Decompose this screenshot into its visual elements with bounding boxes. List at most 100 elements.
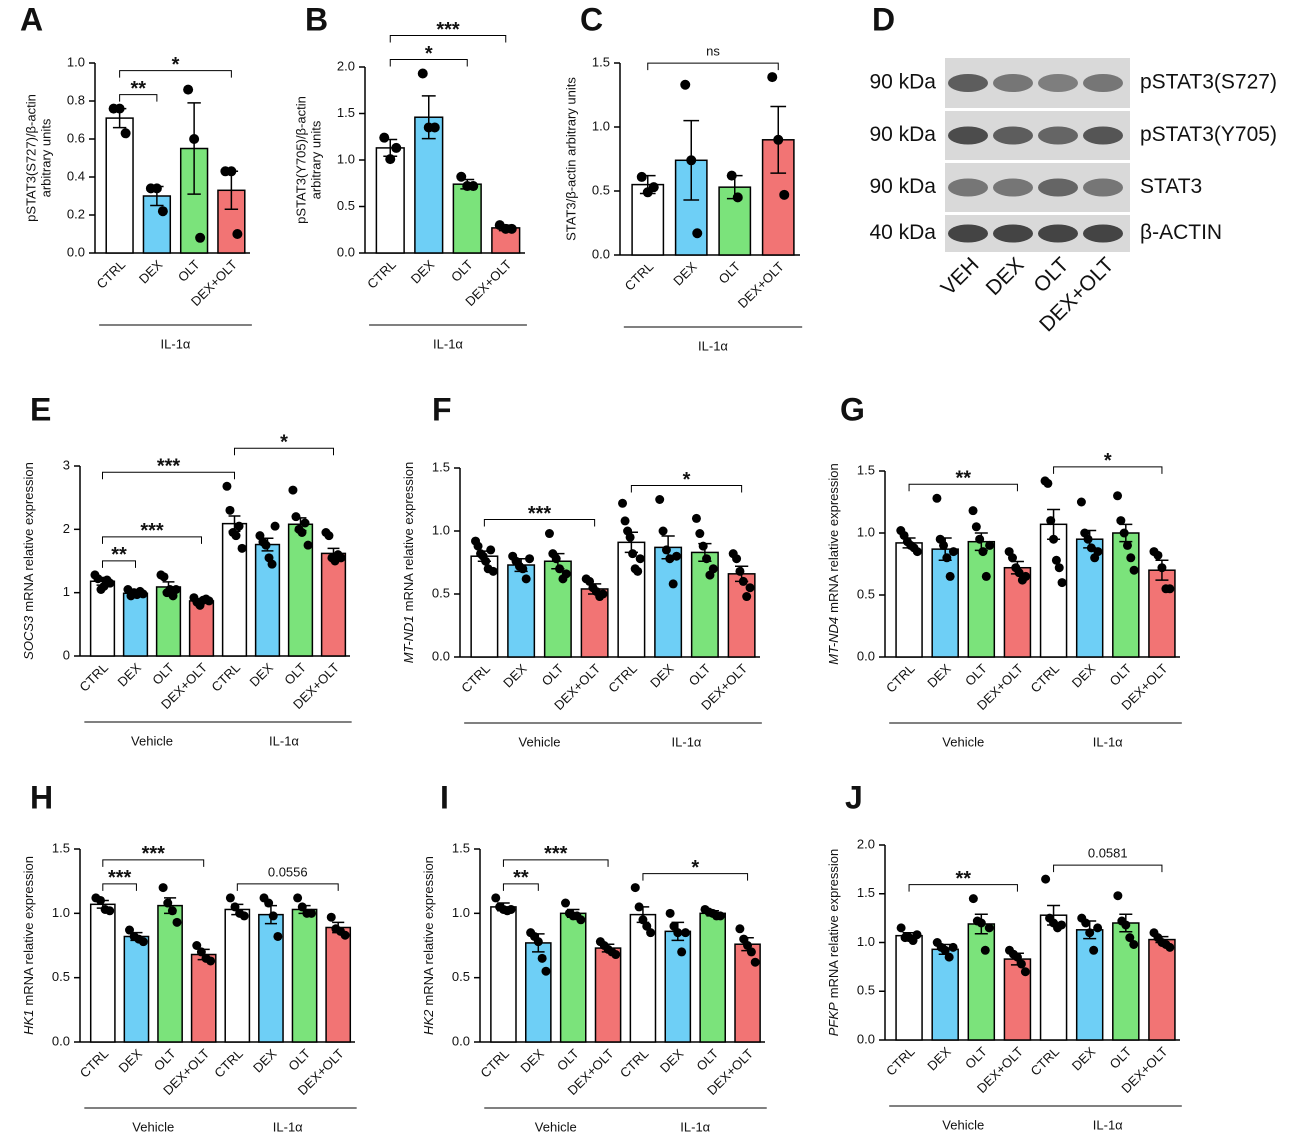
panel-letter: F [432,391,452,427]
bar [1112,532,1140,658]
x-tick-label: CTRL [458,661,493,696]
significance-label: *** [436,19,460,41]
data-point [288,485,298,495]
significance-bracket [102,536,202,544]
data-point [620,516,630,526]
bar [580,588,609,658]
data-point [1125,933,1135,943]
data-point [138,937,148,947]
error-bar [96,576,109,586]
data-point [268,911,278,921]
data-point [105,906,115,916]
x-tick-label: CTRL [77,1046,112,1081]
y-axis-label: pSTAT3(Y705)/β-actin [293,96,308,224]
x-tick-label: DEX+OLT [735,259,787,311]
y-tick-label: 1.0 [452,905,470,920]
y-tick-label: 3 [63,457,70,472]
y-tick-label: 1.0 [52,905,70,920]
x-tick-label: DEX [924,661,954,691]
blot-size: 90 kDa [869,123,936,146]
panel-letter: C [580,1,603,37]
data-point [183,84,194,95]
data-point [665,908,675,918]
bar [654,546,683,658]
data-point [1113,491,1123,501]
x-tick-label: DEX [924,1044,954,1074]
data-point [1129,565,1139,575]
gene-name: HK2 [421,1009,436,1035]
significance-label: ** [955,468,971,490]
y-tick-label: 1.5 [52,840,70,855]
bar [105,117,134,254]
data-point [630,883,640,893]
y-axis-label-text: mRNA relative expression [421,856,436,1006]
data-point [525,554,535,564]
significance-bracket [630,485,743,493]
y-tick-label: 1.5 [592,54,610,69]
y-tick-label: 1.0 [857,934,875,949]
x-tick-label: OLT [151,1046,179,1074]
gene-name: PFKP [826,1002,841,1036]
data-point [1093,923,1103,933]
bar [414,116,444,254]
data-point [672,551,682,561]
error-bar [1083,529,1097,549]
blot-band [1038,126,1078,145]
y-tick-label: 1.0 [337,151,355,166]
blot-band [1083,126,1123,145]
significance-bracket [908,483,1018,492]
significance-bracket [642,873,749,881]
y-tick-label: 1.0 [67,54,85,69]
data-point [625,532,635,542]
blot-size: 40 kDa [869,221,936,244]
data-point [673,928,683,938]
data-point [195,232,206,243]
group-label: IL-1α [273,1119,303,1134]
x-tick-label: OLT [175,257,203,285]
blot-lane-label: DEX [982,253,1029,300]
y-axis-label-text: mRNA relative expression [21,856,36,1006]
y-tick-label: 1.5 [857,885,875,900]
data-point [1051,555,1061,565]
data-point [163,898,173,908]
y-tick-label: 1.0 [432,522,450,537]
significance-label: *** [140,520,164,542]
y-tick-label: 1.5 [452,840,470,855]
data-point [948,942,958,952]
data-point [222,481,232,491]
data-point [306,908,316,918]
y-tick-label: 1 [63,584,70,599]
y-tick-label: 0.0 [432,648,450,663]
data-point [646,928,656,938]
significance-label: *** [528,503,552,525]
data-point [486,545,496,555]
group-label: Vehicle [535,1119,577,1134]
data-point [896,923,906,933]
data-point [537,953,547,963]
y-axis-label: arbitrary units [38,118,53,197]
x-tick-label: OLT [715,259,743,287]
data-point [940,945,950,955]
data-point [518,564,528,574]
blot-band [1083,178,1123,197]
significance-bracket [119,94,158,102]
data-point [429,122,440,133]
significance-bracket [1053,864,1163,873]
y-axis-label: STAT3/β-actin arbitrary units [563,77,578,241]
data-point [1086,543,1096,553]
data-point [750,957,760,967]
data-point [732,192,743,203]
blot-protein: pSTAT3(Y705) [1140,123,1277,146]
blot-band [993,74,1033,92]
bar [967,540,996,658]
data-point [1012,952,1022,962]
data-point [658,526,668,536]
data-point [978,547,988,557]
significance-label: *** [142,843,166,865]
data-point [1007,553,1017,563]
data-point [206,956,216,966]
data-point [1157,563,1167,573]
data-point [225,505,235,515]
x-tick-label: DEX [657,1046,687,1076]
x-tick-label: DEX [115,1046,145,1076]
